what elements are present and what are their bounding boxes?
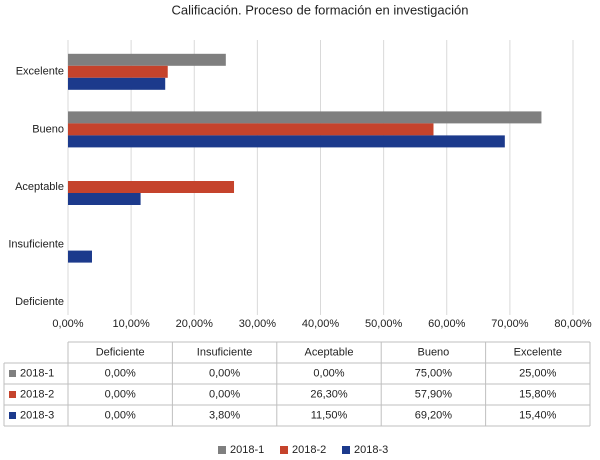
table-header: Aceptable <box>305 346 354 358</box>
table-header: Deficiente <box>96 346 145 358</box>
x-tick-label: 20,00% <box>176 318 214 330</box>
y-tick-label: Aceptable <box>15 181 64 193</box>
table-cell: 75,00% <box>415 367 453 379</box>
legend-key <box>342 446 350 454</box>
y-tick-label: Excelente <box>16 66 64 78</box>
bar <box>68 250 92 263</box>
table-header: Bueno <box>417 346 449 358</box>
table-series-name: 2018-3 <box>20 409 54 421</box>
y-tick-label: Bueno <box>32 123 64 135</box>
table-key <box>9 412 16 419</box>
x-tick-label: 40,00% <box>302 318 340 330</box>
legend-label: 2018-1 <box>230 444 264 456</box>
x-tick-label: 60,00% <box>428 318 466 330</box>
table-key <box>9 370 16 377</box>
bar <box>68 53 226 66</box>
legend-key <box>280 446 288 454</box>
table-series-name: 2018-1 <box>20 367 54 379</box>
table-cell: 0,00% <box>105 388 136 400</box>
table-key <box>9 391 16 398</box>
table-cell: 0,00% <box>209 367 240 379</box>
x-tick-label: 30,00% <box>239 318 277 330</box>
table-cell: 57,90% <box>415 388 453 400</box>
table-cell: 0,00% <box>209 388 240 400</box>
legend-key <box>218 446 226 454</box>
bar <box>68 193 141 205</box>
table-header: Excelente <box>514 346 562 358</box>
table-cell: 69,20% <box>415 409 453 421</box>
legend-label: 2018-3 <box>354 444 388 456</box>
table-cell: 11,50% <box>311 409 348 421</box>
table-cell: 0,00% <box>105 409 136 421</box>
bar <box>68 111 542 124</box>
table-cell: 15,40% <box>519 409 557 421</box>
bar <box>68 181 235 193</box>
bar <box>68 135 505 148</box>
x-tick-label: 0,00% <box>52 318 83 330</box>
table-cell: 26,30% <box>310 388 348 400</box>
table-header: Insuficiente <box>197 346 253 358</box>
table-cell: 3,80% <box>209 409 240 421</box>
table-series-name: 2018-2 <box>20 388 54 400</box>
x-tick-label: 80,00% <box>554 318 592 330</box>
y-tick-label: Deficiente <box>15 296 64 308</box>
legend-label: 2018-2 <box>292 444 326 456</box>
bar <box>68 65 168 78</box>
bar <box>68 123 434 136</box>
table-cell: 0,00% <box>313 367 344 379</box>
x-tick-label: 70,00% <box>491 318 529 330</box>
chart-title: Calificación. Proceso de formación en in… <box>172 2 469 17</box>
table-cell: 0,00% <box>105 367 136 379</box>
table-cell: 25,00% <box>519 367 557 379</box>
y-tick-label: Insuficiente <box>8 239 64 251</box>
x-tick-label: 50,00% <box>365 318 403 330</box>
x-tick-label: 10,00% <box>112 318 150 330</box>
bar <box>68 77 166 90</box>
table-cell: 15,80% <box>519 388 557 400</box>
